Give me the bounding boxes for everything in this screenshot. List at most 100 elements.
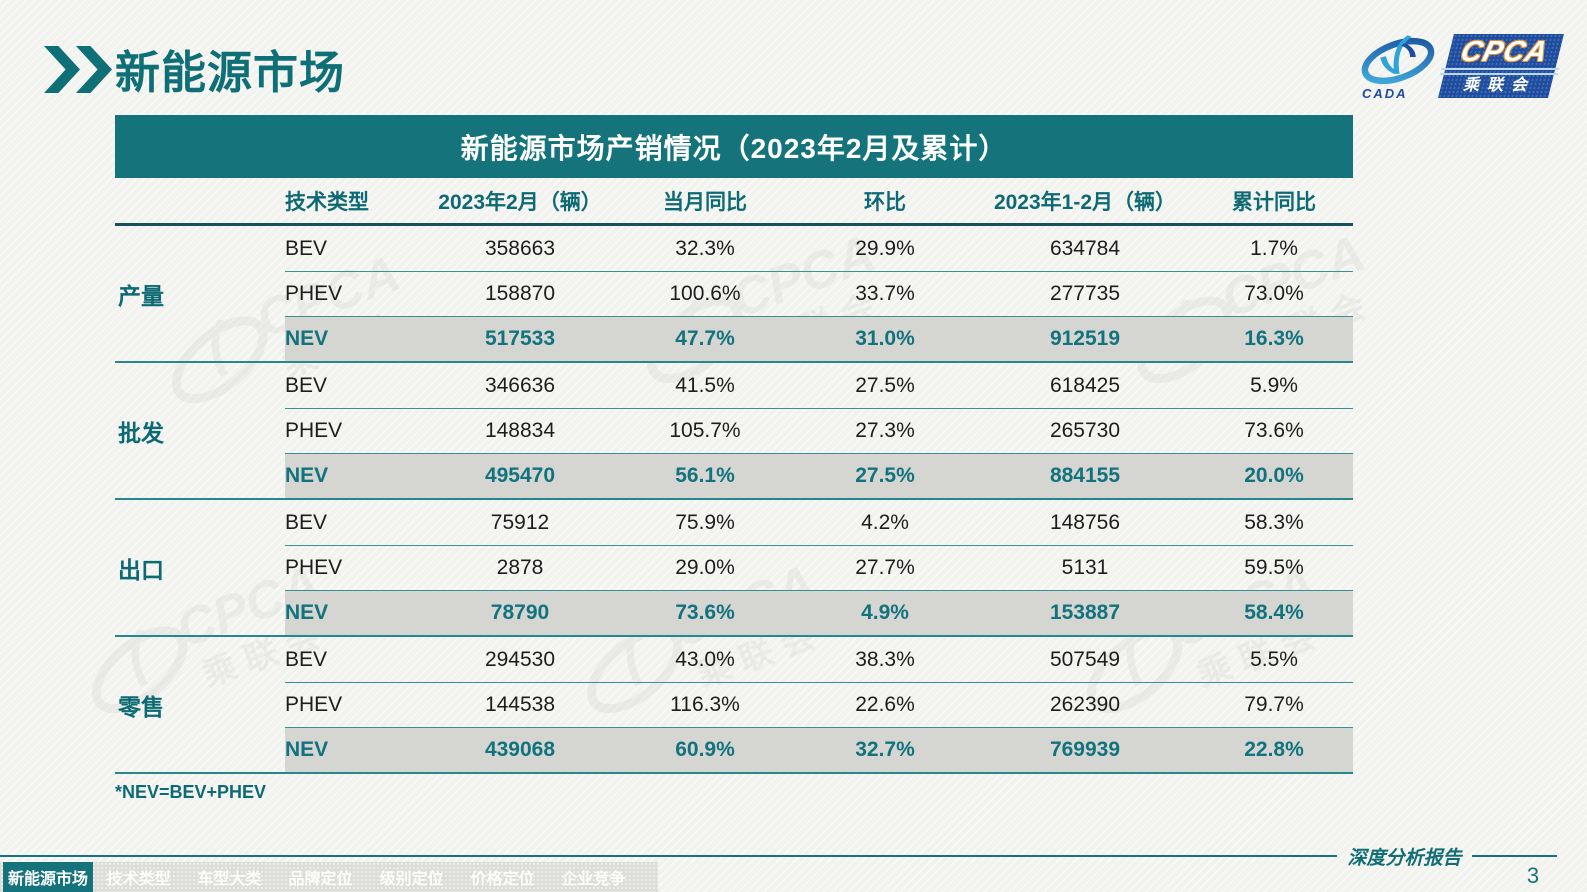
table-footnote: *NEV=BEV+PHEV [115,782,267,802]
cell-value: 158870 [484,282,556,305]
cell-tech-type: BEV [285,373,328,397]
table-row: PHEV 144538 116.3% 22.6% 262390 79.7% [285,682,1353,727]
logo-cpca-box: CPCA 乘联会 [1438,34,1564,98]
cell-value: 265730 [1049,419,1121,442]
cell-value: 27.5% [855,464,915,487]
cell-value: 59.5% [1244,556,1304,579]
cell-value: 884155 [1049,464,1121,487]
logo-cada-text: CADA [1362,86,1408,101]
cell-value: 116.3% [670,693,740,716]
cell-value: 16.3% [1244,327,1304,350]
nev-market-table: 新能源市场产销情况（2023年2月及累计） 技术类型 2023年2月（辆） 当月同比… [115,115,1353,803]
nav-tab-1[interactable]: 技术类型 [106,871,171,888]
column-header-3: 环比 [864,190,906,214]
table-row: NEV 78790 73.6% 4.9% 153887 58.4% [285,590,1353,635]
group-rows: BEV 358663 32.3% 29.9% 634784 1.7% PHEV 158870 1… [285,226,1353,361]
column-header-0: 技术类型 [285,190,369,214]
group-rows: BEV 294530 43.0% 38.3% 507549 5.5% PHEV 144538 1… [285,637,1353,772]
group-rows: BEV 346636 41.5% 27.5% 618425 5.9% PHEV 148834 1… [285,363,1353,498]
cell-value: 495470 [484,464,556,487]
logo-subtitle: 乘联会 [1462,77,1539,94]
table-row: BEV 358663 32.3% 29.9% 634784 1.7% [285,226,1353,271]
nav-tab-3[interactable]: 品牌定位 [288,871,353,888]
cell-value: 41.5% [675,373,735,397]
cell-value: 58.3% [1244,510,1304,534]
cell-value: 27.5% [855,373,915,397]
table-group-0: 产量 BEV 358663 32.3% 29.9% 634784 1.7% PHEV 15887… [115,226,1353,363]
cell-tech-type: NEV [285,738,329,761]
cell-tech-type: PHEV [285,419,343,442]
cell-value: 769939 [1049,738,1121,761]
column-header-5: 累计同比 [1232,190,1316,214]
table-row: NEV 439068 60.9% 32.7% 769939 22.8% [285,727,1353,772]
cell-value: 5.5% [1250,647,1298,671]
cell-value: 78790 [490,601,550,624]
column-header-2: 当月同比 [663,190,747,214]
group-label: 出口 [118,556,164,583]
nav-tab-0[interactable]: 新能源市场 [3,862,93,892]
cell-value: 29.9% [855,236,915,260]
table-group-2: 出口 BEV 75912 75.9% 4.2% 148756 58.3% PHEV 2878 29… [115,500,1353,637]
cell-value: 148834 [484,419,556,442]
group-rows: BEV 75912 75.9% 4.2% 148756 58.3% PHEV 2878 29.0… [285,500,1353,635]
cell-value: 358663 [484,236,556,260]
cell-tech-type: BEV [285,647,328,671]
cell-value: 47.7% [675,327,735,350]
cell-value: 32.3% [675,236,735,260]
group-label: 批发 [118,419,164,446]
cell-value: 75.9% [675,510,735,534]
report-type-label: 深度分析报告 [1347,848,1462,869]
cell-value: 277735 [1049,282,1121,305]
cell-value: 105.7% [669,419,741,442]
cell-value: 27.3% [855,419,915,442]
nav-tab-5[interactable]: 价格定位 [470,871,535,888]
cell-value: 100.6% [669,282,741,305]
group-label: 产量 [118,282,164,309]
cell-value: 346636 [484,373,556,397]
cell-value: 4.9% [861,601,909,624]
page-number: 3 [1526,863,1540,888]
cell-tech-type: NEV [285,601,329,624]
cell-value: 73.6% [675,601,735,624]
table-group-1: 批发 BEV 346636 41.5% 27.5% 618425 5.9% PHEV 14883… [115,363,1353,500]
cell-value: 634784 [1049,236,1121,260]
cell-value: 79.7% [1244,693,1304,716]
table-row: BEV 346636 41.5% 27.5% 618425 5.9% [285,363,1353,408]
title-chevron-icon [76,46,112,93]
cell-tech-type: PHEV [285,693,343,716]
cell-value: 144538 [484,693,556,716]
cell-value: 1.7% [1250,236,1298,260]
cell-value: 38.3% [855,647,915,671]
table-row: NEV 517533 47.7% 31.0% 912519 16.3% [285,316,1353,361]
cell-value: 618425 [1049,373,1121,397]
cell-tech-type: PHEV [285,556,343,579]
column-header-4: 2023年1-2月（辆） [993,190,1177,214]
column-header-1: 2023年2月（辆） [438,190,602,214]
cell-value: 58.4% [1244,601,1304,624]
cell-tech-type: PHEV [285,282,343,305]
cell-value: 60.9% [675,738,735,761]
cell-value: 148756 [1049,510,1121,534]
cell-value: 27.7% [855,556,915,579]
table-row: BEV 75912 75.9% 4.2% 148756 58.3% [285,500,1353,545]
cell-value: 2878 [496,556,544,579]
cpca-logo-swirl-icon [1361,35,1435,85]
cell-value: 294530 [484,647,556,671]
table-group-3: 零售 BEV 294530 43.0% 38.3% 507549 5.5% PHEV 14453… [115,637,1353,774]
cell-value: 5.9% [1250,373,1298,397]
page-title: 新能源市场 [115,47,346,98]
footer-rule-left [0,855,1337,857]
cell-value: 517533 [484,327,556,350]
table-row: BEV 294530 43.0% 38.3% 507549 5.5% [285,637,1353,682]
nav-tab-2[interactable]: 车型大类 [197,871,262,888]
nav-tab-4[interactable]: 级别定位 [379,871,444,888]
nav-tab-6[interactable]: 企业竞争 [561,871,626,888]
table-row: PHEV 2878 29.0% 27.7% 5131 59.5% [285,545,1353,590]
table-row: NEV 495470 56.1% 27.5% 884155 20.0% [285,453,1353,498]
table-row: PHEV 158870 100.6% 33.7% 277735 73.0% [285,271,1353,316]
cell-value: 22.6% [855,693,915,716]
cell-value: 5131 [1061,556,1109,579]
cell-value: 56.1% [675,464,735,487]
bottom-nav: 新能源市场 技术类型 车型大类 品牌定位 级别定位 价格定位 企业竞争 [0,862,658,892]
